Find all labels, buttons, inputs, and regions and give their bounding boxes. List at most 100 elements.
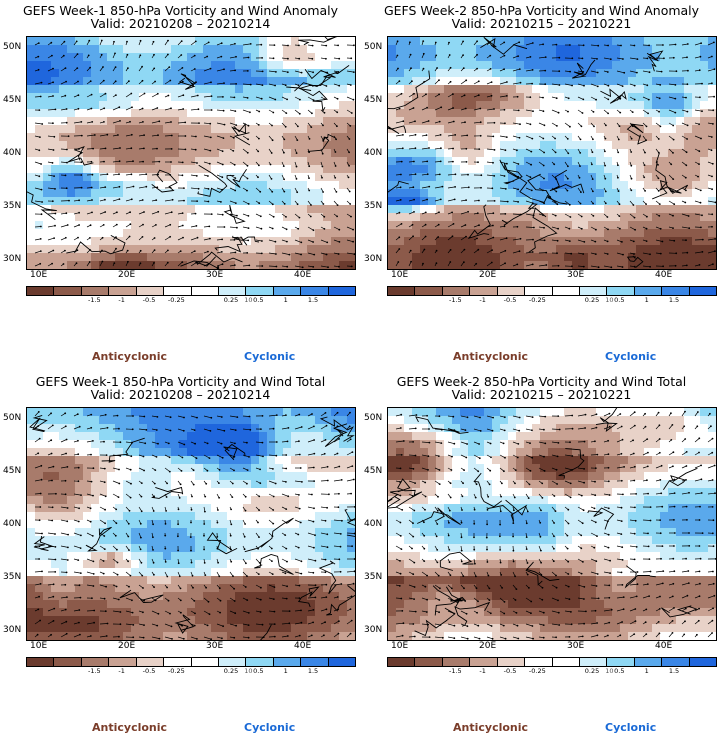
- wind-vector-head: [169, 186, 172, 189]
- wind-vector: [577, 414, 586, 417]
- wind-vector-head: [556, 252, 558, 255]
- wind-vector-head: [334, 176, 337, 179]
- wind-vector-head: [298, 216, 301, 219]
- wind-vector-head: [533, 226, 535, 229]
- wind-vector: [138, 428, 147, 431]
- wind-vector-head: [699, 55, 702, 58]
- wind-vector-head: [286, 635, 289, 637]
- wind-vector-head: [295, 152, 298, 154]
- wind-vector-head: [579, 138, 582, 141]
- wind-vector-head: [235, 124, 238, 126]
- wind-vector-head: [76, 53, 79, 55]
- wind-vector-head: [714, 558, 716, 560]
- wind-vector: [60, 81, 67, 85]
- wind-vector-head: [402, 120, 405, 123]
- wind-vector-head: [411, 80, 413, 83]
- wind-vector-head: [645, 608, 648, 611]
- wind-vector-head: [465, 79, 468, 82]
- wind-vector-head: [701, 251, 704, 253]
- wind-vector-head: [114, 66, 117, 68]
- wind-vector-head: [597, 597, 600, 600]
- wind-vector-head: [647, 545, 650, 548]
- wind-vector-head: [644, 425, 647, 428]
- wind-vector: [434, 428, 442, 431]
- wind-vector-head: [180, 54, 183, 56]
- wind-vector-head: [313, 480, 315, 482]
- wind-vector-head: [463, 248, 466, 251]
- wind-vector-head: [350, 619, 353, 622]
- wind-vector-head: [313, 439, 315, 441]
- wind-vector-head: [167, 442, 170, 445]
- wind-vector-head: [312, 266, 315, 268]
- wind-vector: [642, 571, 651, 573]
- wind-vector: [525, 428, 532, 431]
- wind-vector: [294, 252, 302, 255]
- wind-vector: [460, 186, 469, 189]
- wind-vector-head: [323, 634, 325, 637]
- wind-vector: [499, 597, 505, 603]
- wind-vector: [668, 148, 674, 154]
- wind-vector-head: [271, 124, 273, 127]
- wind-vector-head: [78, 148, 80, 150]
- wind-vector-head: [569, 216, 572, 218]
- wind-vector-head: [37, 608, 40, 611]
- wind-vector: [60, 558, 68, 561]
- wind-vector-head: [672, 138, 675, 141]
- wind-vector-head: [400, 597, 403, 600]
- wind-vector-head: [181, 261, 184, 263]
- wind-vector: [34, 122, 43, 125]
- wind-vector-head: [143, 624, 145, 626]
- wind-vector: [125, 93, 132, 98]
- wind-vector-head: [91, 121, 94, 123]
- wind-vector-head: [38, 109, 41, 111]
- wind-vector: [538, 200, 545, 204]
- wind-vector: [268, 610, 275, 612]
- wind-vector-head: [648, 595, 650, 597]
- wind-vector-head: [196, 200, 199, 203]
- wind-vector-head: [452, 223, 455, 225]
- wind-vector-head: [503, 225, 506, 228]
- x-tick-label: 20E: [479, 270, 497, 280]
- wind-vector: [616, 439, 623, 443]
- wind-vector: [512, 82, 521, 85]
- wind-vector: [320, 532, 328, 535]
- wind-vector-head: [427, 455, 430, 458]
- wind-vector: [408, 173, 416, 176]
- wind-vector-head: [220, 42, 223, 45]
- wind-vector: [434, 106, 442, 111]
- wind-vector: [408, 636, 415, 638]
- wind-vector-head: [40, 81, 43, 84]
- wind-vector-head: [140, 510, 143, 513]
- wind-vector-head: [425, 611, 428, 613]
- wind-vector-head: [672, 451, 675, 454]
- wind-vector-head: [192, 483, 195, 486]
- wind-vector-head: [448, 549, 451, 551]
- wind-vector-head: [579, 152, 582, 154]
- wind-vector: [320, 83, 327, 87]
- wind-vector-head: [143, 147, 145, 150]
- wind-vector: [346, 620, 352, 625]
- wind-vector-head: [68, 199, 70, 202]
- wind-vector-head: [542, 624, 545, 626]
- wind-vector-head: [607, 84, 610, 87]
- colorbar-segment: [81, 287, 110, 295]
- wind-vector-head: [89, 635, 92, 637]
- wind-vector-head: [607, 480, 610, 483]
- wind-vector-head: [129, 223, 132, 226]
- wind-vector-head: [232, 136, 235, 139]
- wind-vector-head: [620, 44, 622, 47]
- wind-vector-head: [686, 56, 688, 59]
- wind-vector: [681, 492, 690, 495]
- wind-vector-head: [402, 440, 405, 442]
- wind-vector-head: [713, 594, 716, 597]
- wind-vector-head: [685, 96, 687, 99]
- wind-vector-head: [194, 212, 197, 215]
- wind-vector-head: [400, 173, 402, 176]
- wind-vector: [60, 108, 67, 111]
- wind-vector: [34, 465, 42, 469]
- wind-vector-head: [298, 453, 301, 456]
- wind-vector: [229, 428, 236, 431]
- colorbar-segment: [689, 658, 717, 666]
- wind-vector-head: [170, 107, 172, 110]
- coastline: [319, 416, 355, 442]
